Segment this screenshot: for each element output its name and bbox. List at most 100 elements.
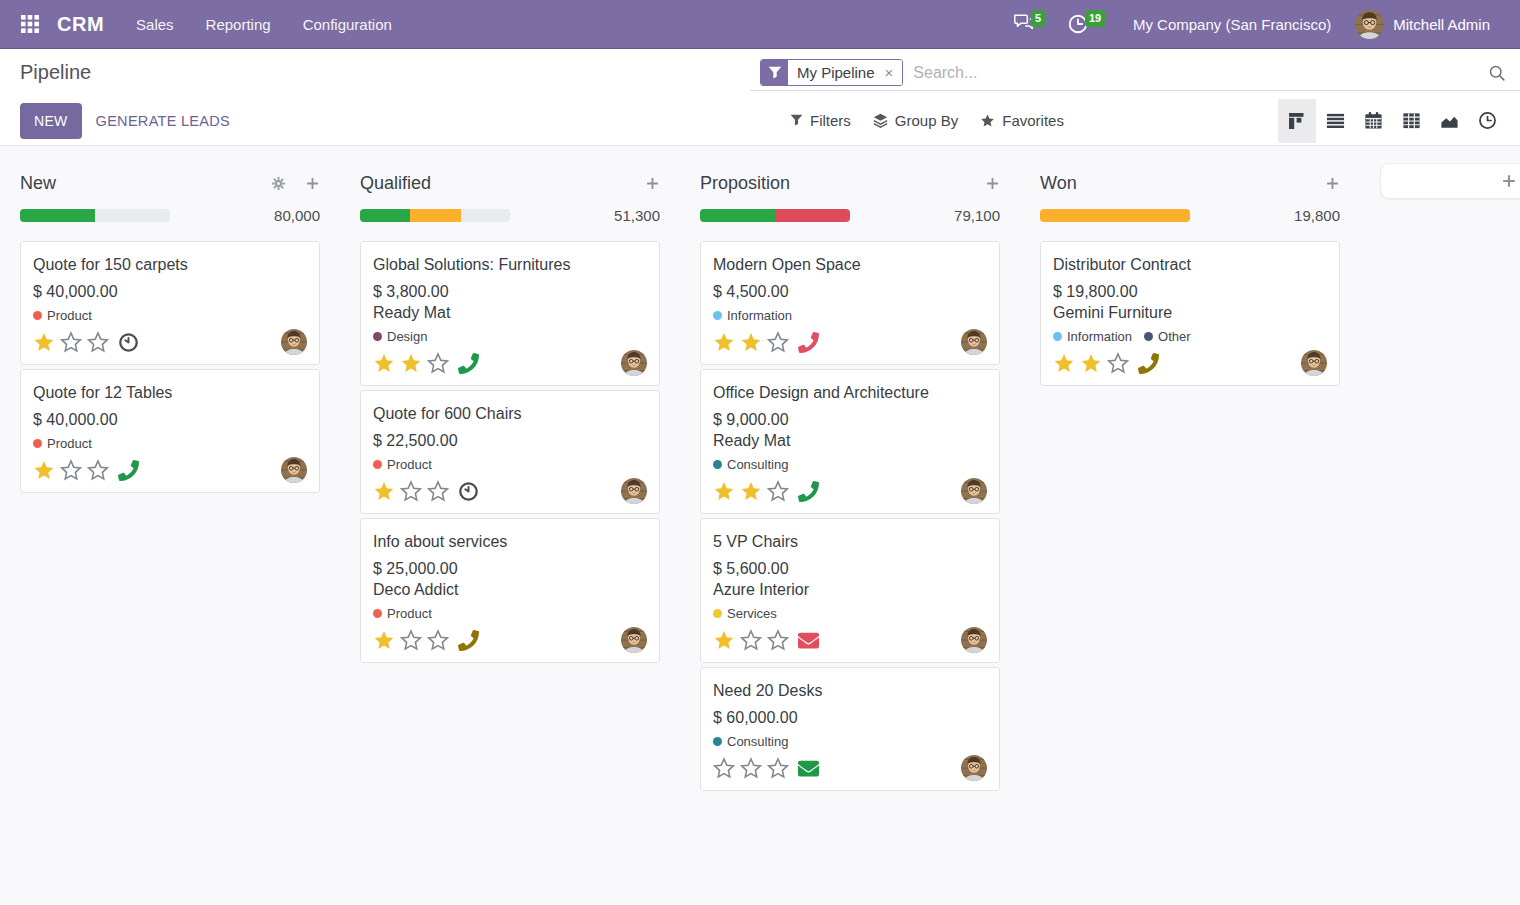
- priority-star-icon[interactable]: [400, 480, 422, 502]
- messages-icon[interactable]: 5: [1013, 13, 1035, 35]
- clock-activity-icon[interactable]: [118, 332, 139, 353]
- priority-star-icon[interactable]: [713, 331, 735, 353]
- kanban-card[interactable]: Need 20 Desks $ 60,000.00 Consulting: [700, 667, 1000, 791]
- priority-star-icon[interactable]: [713, 757, 735, 779]
- envelope-activity-icon[interactable]: [798, 758, 819, 779]
- filters-button[interactable]: Filters: [790, 112, 851, 129]
- card-avatar[interactable]: [281, 329, 307, 355]
- card-avatar[interactable]: [281, 457, 307, 483]
- phone-activity-icon[interactable]: [118, 460, 139, 481]
- kanban-card[interactable]: Quote for 600 Chairs $ 22,500.00 Product: [360, 390, 660, 514]
- card-avatar[interactable]: [621, 627, 647, 653]
- user-avatar[interactable]: [1355, 10, 1384, 39]
- card-avatar[interactable]: [1301, 350, 1327, 376]
- card-avatar[interactable]: [961, 478, 987, 504]
- card-avatar[interactable]: [961, 329, 987, 355]
- priority-star-icon[interactable]: [87, 331, 109, 353]
- facet-remove-icon[interactable]: ×: [883, 60, 903, 85]
- card-priority-stars[interactable]: [1053, 352, 1129, 374]
- add-column-box[interactable]: [1380, 163, 1520, 199]
- column-settings-gear-icon[interactable]: [271, 176, 286, 191]
- kanban-view-button[interactable]: [1278, 99, 1316, 143]
- column-add-plus-icon[interactable]: [305, 176, 320, 191]
- priority-star-icon[interactable]: [33, 459, 55, 481]
- priority-star-icon[interactable]: [400, 352, 422, 374]
- priority-star-icon[interactable]: [60, 459, 82, 481]
- column-progressbar[interactable]: [360, 209, 510, 222]
- column-add-plus-icon[interactable]: [645, 176, 660, 191]
- priority-star-icon[interactable]: [713, 629, 735, 651]
- column-progressbar[interactable]: [700, 209, 850, 222]
- clock-activity-icon[interactable]: [458, 481, 479, 502]
- user-name[interactable]: Mitchell Admin: [1393, 16, 1490, 33]
- priority-star-icon[interactable]: [740, 331, 762, 353]
- priority-star-icon[interactable]: [373, 480, 395, 502]
- progress-segment-green[interactable]: [700, 209, 775, 222]
- priority-star-icon[interactable]: [427, 480, 449, 502]
- apps-grid-icon[interactable]: [21, 15, 39, 33]
- column-title[interactable]: Qualified: [360, 173, 431, 194]
- priority-star-icon[interactable]: [767, 331, 789, 353]
- search-bar[interactable]: My Pipeline ×: [750, 55, 1520, 91]
- column-add-plus-icon[interactable]: [1325, 176, 1340, 191]
- progress-segment-muted[interactable]: [95, 209, 170, 222]
- priority-star-icon[interactable]: [740, 757, 762, 779]
- card-avatar[interactable]: [961, 755, 987, 781]
- menu-configuration[interactable]: Configuration: [303, 16, 392, 33]
- calendar-view-button[interactable]: [1354, 99, 1392, 143]
- activities-icon[interactable]: 19: [1067, 13, 1089, 35]
- phone-activity-icon[interactable]: [798, 332, 819, 353]
- card-avatar[interactable]: [961, 627, 987, 653]
- kanban-card[interactable]: 5 VP Chairs $ 5,600.00 Azure Interior Se…: [700, 518, 1000, 663]
- progress-segment-muted[interactable]: [461, 209, 511, 222]
- list-view-button[interactable]: [1316, 99, 1354, 143]
- priority-star-icon[interactable]: [740, 480, 762, 502]
- menu-sales[interactable]: Sales: [136, 16, 174, 33]
- pivot-view-button[interactable]: [1392, 99, 1430, 143]
- priority-star-icon[interactable]: [1053, 352, 1075, 374]
- priority-star-icon[interactable]: [740, 629, 762, 651]
- priority-star-icon[interactable]: [1080, 352, 1102, 374]
- priority-star-icon[interactable]: [767, 757, 789, 779]
- card-priority-stars[interactable]: [713, 757, 789, 779]
- phone-activity-icon[interactable]: [798, 481, 819, 502]
- generate-leads-button[interactable]: GENERATE LEADS: [96, 113, 230, 129]
- phone-activity-icon[interactable]: [1138, 353, 1159, 374]
- priority-star-icon[interactable]: [60, 331, 82, 353]
- card-priority-stars[interactable]: [373, 480, 449, 502]
- phone-activity-icon[interactable]: [458, 353, 479, 374]
- column-title[interactable]: Won: [1040, 173, 1077, 194]
- card-priority-stars[interactable]: [33, 331, 109, 353]
- card-priority-stars[interactable]: [373, 629, 449, 651]
- graph-view-button[interactable]: [1430, 99, 1468, 143]
- progress-segment-green[interactable]: [360, 209, 410, 222]
- app-brand[interactable]: CRM: [57, 13, 104, 36]
- kanban-card[interactable]: Distributor Contract $ 19,800.00 Gemini …: [1040, 241, 1340, 386]
- progress-segment-orange[interactable]: [1040, 209, 1190, 222]
- progress-segment-red[interactable]: [775, 209, 850, 222]
- column-progressbar[interactable]: [1040, 209, 1190, 222]
- group-by-button[interactable]: Group By: [873, 112, 958, 129]
- kanban-card[interactable]: Office Design and Architecture $ 9,000.0…: [700, 369, 1000, 514]
- kanban-card[interactable]: Quote for 150 carpets $ 40,000.00 Produc…: [20, 241, 320, 365]
- favorites-button[interactable]: Favorites: [980, 112, 1064, 129]
- priority-star-icon[interactable]: [400, 629, 422, 651]
- phone-activity-icon[interactable]: [458, 630, 479, 651]
- add-column-plus-icon[interactable]: [1501, 173, 1517, 189]
- column-title[interactable]: New: [20, 173, 56, 194]
- envelope-activity-icon[interactable]: [798, 630, 819, 651]
- priority-star-icon[interactable]: [33, 331, 55, 353]
- card-priority-stars[interactable]: [33, 459, 109, 481]
- search-input[interactable]: [913, 64, 1488, 82]
- priority-star-icon[interactable]: [427, 352, 449, 374]
- progress-segment-green[interactable]: [20, 209, 95, 222]
- kanban-card[interactable]: Modern Open Space $ 4,500.00 Information: [700, 241, 1000, 365]
- priority-star-icon[interactable]: [87, 459, 109, 481]
- progress-segment-orange[interactable]: [410, 209, 461, 222]
- priority-star-icon[interactable]: [713, 480, 735, 502]
- priority-star-icon[interactable]: [427, 629, 449, 651]
- activity-view-button[interactable]: [1468, 99, 1506, 143]
- card-priority-stars[interactable]: [373, 352, 449, 374]
- new-button[interactable]: NEW: [20, 103, 82, 139]
- search-icon[interactable]: [1488, 64, 1506, 82]
